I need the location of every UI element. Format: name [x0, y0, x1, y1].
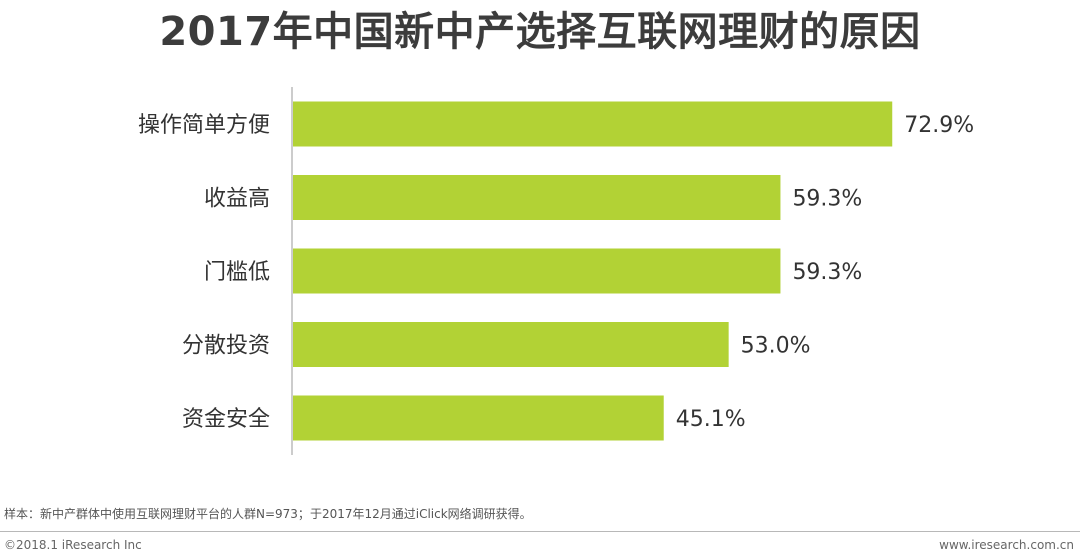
sample-footnote: 样本：新中产群体中使用互联网理财平台的人群N=973；于2017年12月通过iC… [4, 507, 532, 521]
category-label-1: 收益高 [204, 187, 270, 212]
bar-4 [293, 395, 664, 441]
copyright-text: ©2018.1 iResearch Inc [4, 538, 142, 552]
category-label-2: 门槛低 [204, 260, 270, 285]
value-label-0: 72.9% [904, 113, 974, 138]
bar-3 [293, 322, 729, 367]
category-label-0: 操作简单方便 [138, 113, 270, 138]
footer-divider [0, 531, 1080, 532]
bar-0 [293, 101, 893, 147]
bar-2 [293, 248, 781, 294]
value-label-2: 59.3% [792, 260, 862, 285]
value-label-3: 53.0% [741, 334, 811, 359]
chart-title: 2017年中国新中产选择互联网理财的原因 [159, 9, 921, 55]
value-label-1: 59.3% [792, 187, 862, 212]
bar-1 [293, 175, 781, 220]
bar-chart: 操作简单方便 72.9% 收益高 59.3% 门槛低 59.3% 分散投资 53.0% 资金安全… [138, 87, 974, 455]
bars-layer: 操作简单方便 72.9% 收益高 59.3% 门槛低 59.3% 分散投资 53.0% 资金安全… [138, 101, 974, 441]
value-label-4: 45.1% [676, 407, 746, 432]
category-label-4: 资金安全 [182, 407, 270, 432]
website-text: www.iresearch.com.cn [939, 538, 1074, 552]
category-label-3: 分散投资 [182, 334, 270, 359]
